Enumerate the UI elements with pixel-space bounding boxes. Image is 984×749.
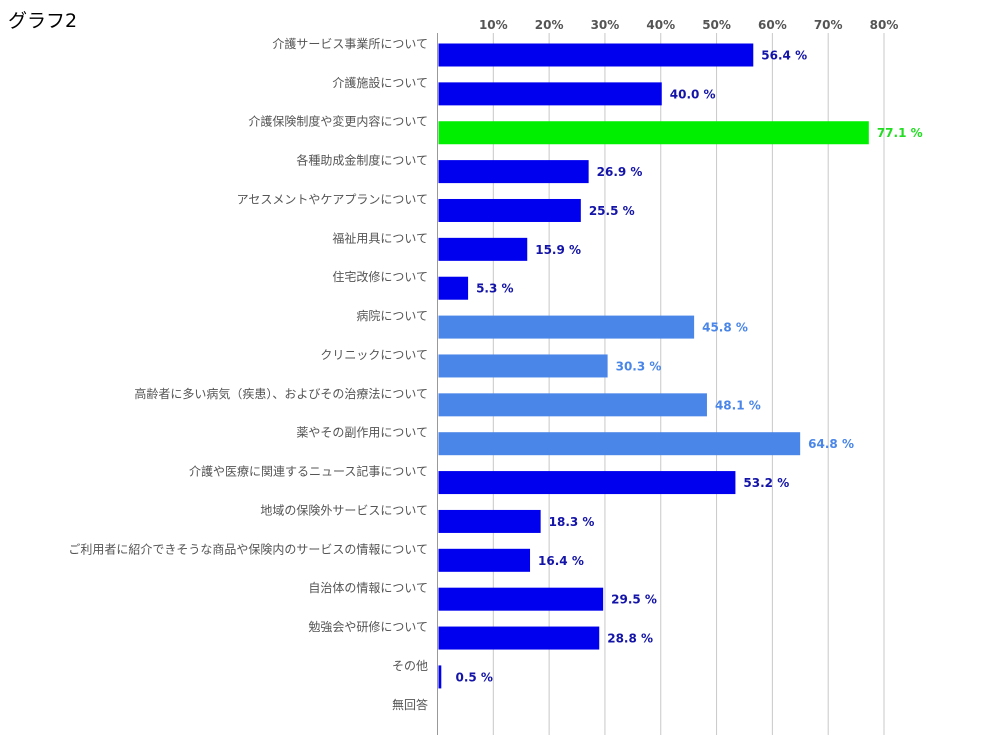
data-label: 64.8 %: [808, 437, 854, 451]
x-tick-label: 30%: [591, 18, 620, 32]
bar: [438, 237, 528, 261]
category-label: 介護施設について: [332, 75, 428, 90]
bar: [438, 276, 469, 300]
bar: [438, 509, 541, 533]
category-labels: 介護サービス事業所について介護施設について介護保険制度や変更内容について各種助成…: [68, 36, 428, 712]
data-label: 18.3 %: [549, 515, 595, 529]
category-label: 介護サービス事業所について: [272, 36, 428, 51]
data-label: 25.5 %: [589, 204, 635, 218]
data-label: 26.9 %: [597, 165, 643, 179]
bar: [438, 587, 604, 611]
chart-title: グラフ2: [8, 10, 77, 32]
category-label: 病院について: [356, 308, 428, 323]
category-label: その他: [392, 659, 428, 673]
category-label: 地域の保険外サービスについて: [260, 503, 428, 517]
x-tick-label: 80%: [870, 18, 899, 32]
x-tick-label: 20%: [535, 18, 564, 32]
category-label: 各種助成金制度について: [296, 153, 428, 168]
data-label: 53.2 %: [743, 476, 789, 490]
bars: [438, 43, 869, 689]
x-tick-label: 70%: [814, 18, 843, 32]
x-axis-ticks: 10% 20% 30% 40% 50% 60% 70% 80%: [479, 18, 898, 32]
data-label: 30.3 %: [616, 359, 662, 373]
data-label: 16.4 %: [538, 554, 584, 568]
category-label: 住宅改修について: [332, 269, 428, 284]
bar: [438, 198, 581, 222]
data-label: 45.8 %: [702, 321, 748, 335]
bar: [438, 43, 754, 67]
bar: [438, 121, 869, 145]
category-label: 福祉用具について: [332, 230, 428, 245]
data-label: 15.9 %: [535, 243, 581, 257]
data-label: 48.1 %: [715, 398, 761, 412]
x-tick-label: 50%: [702, 18, 731, 32]
data-label: 29.5 %: [611, 593, 657, 607]
category-label: 薬やその副作用について: [296, 426, 428, 440]
bar: [438, 432, 801, 456]
x-tick-label: 40%: [646, 18, 675, 32]
x-tick-label: 10%: [479, 18, 508, 32]
data-labels: 56.4 % 40.0 % 77.1 % 26.9 % 25.5 % 15.9 % 5.3 …: [456, 49, 923, 685]
category-label: クリニックについて: [320, 348, 428, 362]
category-label: 高齢者に多い病気（疾患）、およびその治療法について: [134, 386, 428, 401]
category-label: 勉強会や研修について: [308, 619, 428, 634]
data-label: 56.4 %: [761, 49, 807, 63]
bar: [438, 82, 662, 106]
bar: [438, 315, 695, 339]
bar: [438, 393, 707, 417]
data-label: 28.8 %: [607, 632, 653, 646]
gridlines: [492, 33, 885, 735]
bar: [438, 626, 600, 650]
bar: [438, 354, 608, 378]
x-tick-label: 60%: [758, 18, 787, 32]
data-label: 77.1 %: [877, 126, 923, 140]
data-label: 5.3 %: [476, 282, 513, 296]
bar: [438, 548, 531, 572]
category-label: アセスメントやケアプランについて: [237, 192, 428, 206]
category-label: 介護保険制度や変更内容について: [248, 114, 428, 129]
data-label: 0.5 %: [456, 670, 493, 684]
category-label: 介護や医療に関連するニュース記事について: [189, 464, 428, 479]
category-label: ご利用者に紹介できそうな商品や保険内のサービスの情報について: [68, 541, 428, 556]
category-label: 自治体の情報について: [308, 581, 428, 595]
bar: [438, 160, 589, 184]
bar: [438, 665, 442, 689]
category-label: 無回答: [392, 697, 428, 712]
bar: [438, 471, 736, 495]
data-label: 40.0 %: [670, 87, 716, 101]
